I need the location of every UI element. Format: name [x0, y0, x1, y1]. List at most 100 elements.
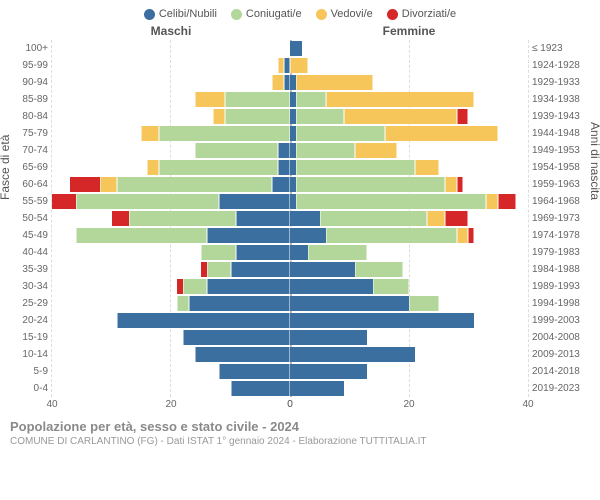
bar-row: [52, 346, 290, 363]
year-label: 1959-1963: [528, 176, 590, 193]
bar-segment-celibi: [290, 313, 474, 328]
bar-row: [290, 227, 528, 244]
bar-segment-vedovi: [415, 160, 439, 175]
bar-segment-coniugati: [296, 109, 344, 124]
bar-row: [52, 40, 290, 57]
bar-segment-vedovi: [427, 211, 445, 226]
bar-segment-vedovi: [141, 126, 159, 141]
bar-row: [290, 210, 528, 227]
age-label: 15-19: [10, 329, 52, 346]
bar-segment-vedovi: [296, 75, 373, 90]
bar-row: [290, 244, 528, 261]
x-tick-label: 20: [165, 399, 176, 410]
age-label: 90-94: [10, 74, 52, 91]
bar-segment-vedovi: [100, 177, 118, 192]
bar-segment-coniugati: [308, 245, 368, 260]
bar-segment-coniugati: [373, 279, 409, 294]
age-label: 60-64: [10, 176, 52, 193]
bar-segment-celibi: [195, 347, 290, 362]
bar-segment-coniugati: [326, 228, 457, 243]
bar-segment-celibi: [290, 228, 326, 243]
bar-segment-vedovi: [457, 228, 469, 243]
bars-area: [52, 40, 528, 397]
bar-row: [290, 57, 528, 74]
bar-row: [52, 363, 290, 380]
bar-segment-coniugati: [296, 143, 356, 158]
bar-segment-divorziati: [70, 177, 100, 192]
bar-segment-coniugati: [409, 296, 439, 311]
x-axis: 02040 02040: [10, 399, 590, 413]
bar-row: [52, 57, 290, 74]
bar-row: [52, 278, 290, 295]
x-tick-label: 40: [522, 399, 533, 410]
bar-segment-divorziati: [445, 211, 469, 226]
chart-subtitle: COMUNE DI CARLANTINO (FG) - Dati ISTAT 1…: [10, 436, 590, 447]
bar-segment-divorziati: [498, 194, 516, 209]
bar-row: [290, 278, 528, 295]
age-label: 80-84: [10, 108, 52, 125]
age-label: 70-74: [10, 142, 52, 159]
bar-segment-celibi: [272, 177, 290, 192]
bar-segment-coniugati: [201, 245, 237, 260]
bar-segment-divorziati: [457, 177, 463, 192]
year-label: 1969-1973: [528, 210, 590, 227]
year-label: 1999-2003: [528, 312, 590, 329]
age-label: 65-69: [10, 159, 52, 176]
bar-segment-coniugati: [159, 160, 278, 175]
bar-row: [52, 210, 290, 227]
bar-segment-celibi: [290, 347, 415, 362]
age-label: 10-14: [10, 346, 52, 363]
bar-row: [52, 227, 290, 244]
bar-row: [290, 261, 528, 278]
right-axis-label: Anni di nascita: [588, 121, 600, 199]
bar-segment-vedovi: [486, 194, 498, 209]
x-tick-label: 0: [287, 399, 293, 410]
bar-segment-divorziati: [112, 211, 130, 226]
bar-segment-coniugati: [296, 160, 415, 175]
year-label: ≤ 1923: [528, 40, 590, 57]
bar-segment-coniugati: [159, 126, 290, 141]
bar-segment-divorziati: [468, 228, 474, 243]
bar-segment-celibi: [290, 279, 373, 294]
x-axis-female: 02040: [290, 399, 528, 413]
year-label: 2014-2018: [528, 363, 590, 380]
spacer: [528, 24, 590, 38]
female-bars: [290, 40, 528, 397]
year-label: 1994-1998: [528, 295, 590, 312]
bar-segment-vedovi: [355, 143, 397, 158]
bar-segment-celibi: [290, 330, 367, 345]
chart-title: Popolazione per età, sesso e stato civil…: [10, 419, 590, 434]
bar-segment-celibi: [219, 364, 290, 379]
bar-segment-celibi: [231, 262, 291, 277]
year-label: 1934-1938: [528, 91, 590, 108]
legend-swatch: [144, 9, 155, 20]
bar-segment-celibi: [290, 41, 302, 56]
age-label: 30-34: [10, 278, 52, 295]
legend-swatch: [231, 9, 242, 20]
left-axis-label: Fasce di età: [0, 134, 12, 199]
bar-row: [52, 125, 290, 142]
legend-label: Celibi/Nubili: [159, 8, 217, 20]
bar-segment-coniugati: [296, 92, 326, 107]
legend: Celibi/NubiliConiugati/eVedovi/eDivorzia…: [10, 8, 590, 20]
bar-row: [290, 176, 528, 193]
bar-row: [290, 193, 528, 210]
bar-segment-vedovi: [147, 160, 159, 175]
age-label: 75-79: [10, 125, 52, 142]
bar-row: [52, 295, 290, 312]
bar-segment-vedovi: [344, 109, 457, 124]
bar-segment-vedovi: [213, 109, 225, 124]
legend-item-celibi: Celibi/Nubili: [144, 8, 217, 20]
bar-segment-coniugati: [296, 194, 486, 209]
bar-segment-coniugati: [225, 109, 290, 124]
age-label: 85-89: [10, 91, 52, 108]
male-bars: [52, 40, 290, 397]
plot-area: 100+95-9990-9485-8980-8475-7970-7465-696…: [10, 40, 590, 397]
year-label: 1974-1978: [528, 227, 590, 244]
bar-segment-vedovi: [326, 92, 475, 107]
bar-row: [290, 329, 528, 346]
bar-row: [290, 295, 528, 312]
year-label: 1964-1968: [528, 193, 590, 210]
bar-row: [290, 125, 528, 142]
bar-segment-coniugati: [195, 143, 278, 158]
